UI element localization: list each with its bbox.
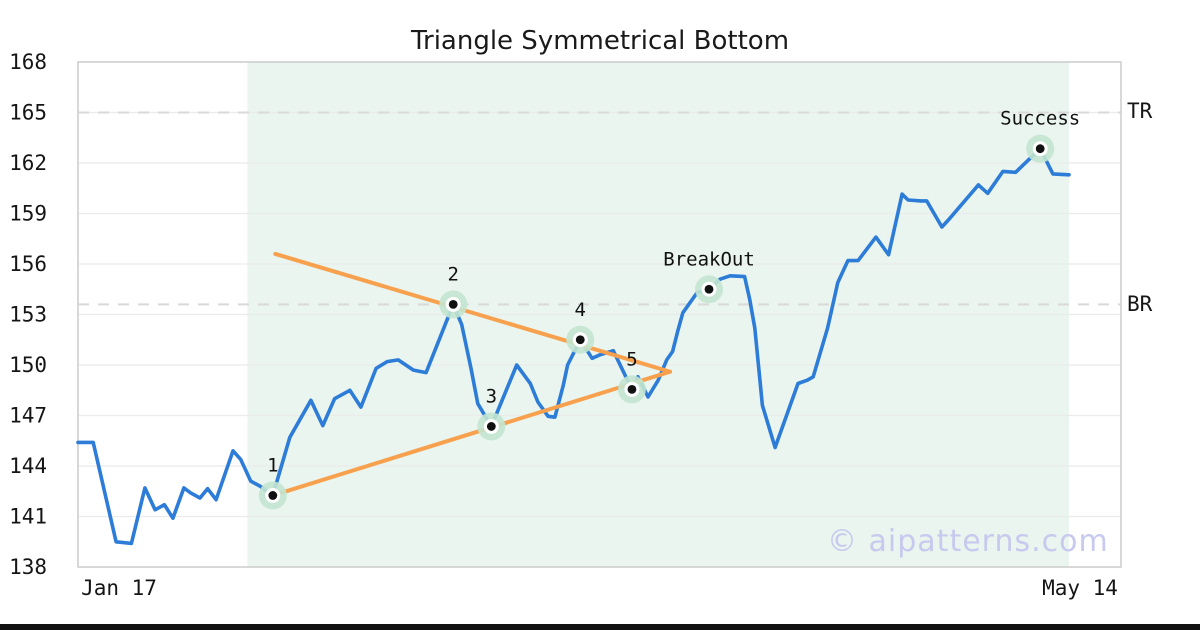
- br-level-label: BR: [1127, 292, 1153, 316]
- marker-dot-4: [575, 335, 585, 345]
- lower-trendline: [270, 369, 673, 498]
- marker-dot-success: [1035, 144, 1045, 154]
- y-tick-label-162: 162: [9, 151, 47, 175]
- y-tick-label-141: 141: [9, 505, 47, 529]
- x-tick-jan17: Jan 17: [81, 576, 157, 600]
- y-tick-label-150: 150: [9, 353, 47, 377]
- marker-label-breakout: BreakOut: [663, 248, 755, 270]
- tr-level-label: TR: [1127, 99, 1153, 123]
- marker-label-2: 2: [447, 263, 458, 285]
- marker-label-1: 1: [267, 454, 278, 476]
- plot-border: [77, 61, 1122, 568]
- y-tick-label-159: 159: [9, 202, 47, 226]
- y-tick-label-165: 165: [9, 101, 47, 125]
- marker-label-5: 5: [626, 348, 637, 370]
- y-tick-label-147: 147: [9, 404, 47, 428]
- marker-dot-2: [448, 300, 458, 309]
- marker-dot-3: [486, 422, 496, 431]
- y-tick-label-144: 144: [9, 454, 47, 478]
- marker-dot-1: [268, 491, 278, 500]
- x-tick-may14: May 14: [1042, 576, 1118, 600]
- y-tick-label-138: 138: [9, 555, 47, 579]
- y-tick-label-153: 153: [9, 303, 47, 327]
- upper-trendline: [273, 251, 673, 374]
- marker-label-4: 4: [575, 299, 586, 321]
- y-tick-label-168: 168: [9, 50, 47, 74]
- marker-dot-breakout: [704, 284, 714, 294]
- marker-dot-5: [627, 385, 637, 394]
- chart-title: Triangle Symmetrical Bottom: [410, 26, 790, 56]
- marker-label-3: 3: [486, 385, 497, 407]
- watermark: © aipatterns.com: [827, 524, 1109, 559]
- bottom-bar: [0, 624, 1200, 630]
- y-tick-label-156: 156: [9, 252, 47, 276]
- marker-label-success: Success: [1000, 108, 1080, 130]
